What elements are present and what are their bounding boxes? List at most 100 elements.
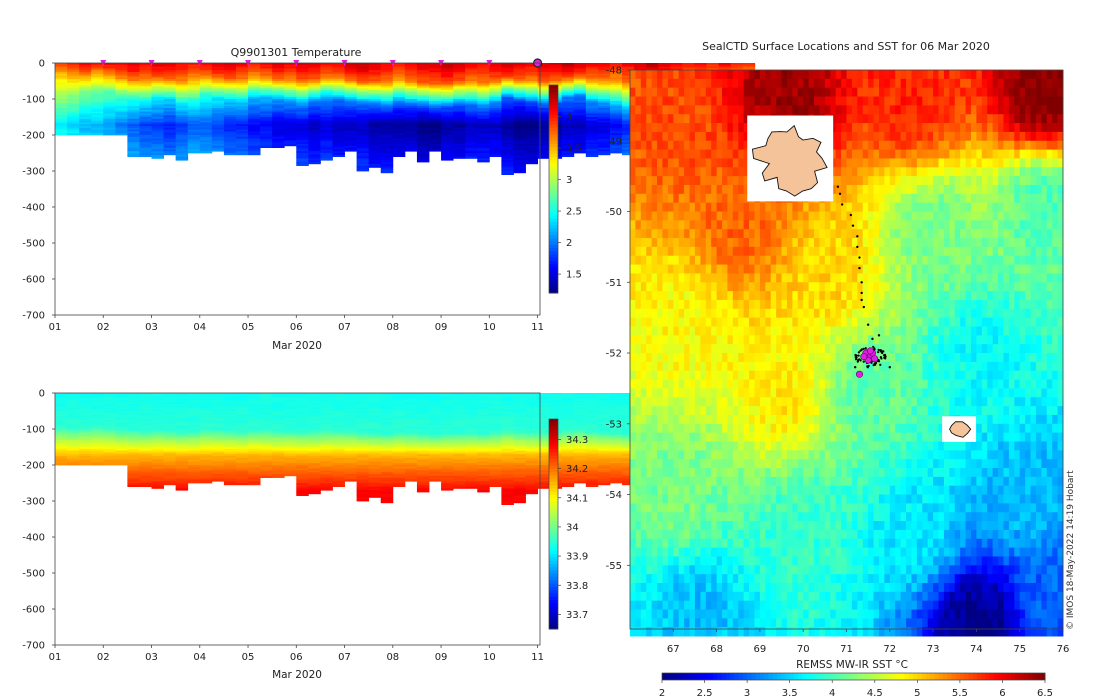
salinity-cell <box>175 452 189 455</box>
temperature-cell <box>103 120 116 123</box>
temperature-colorbar-swatch <box>549 189 558 193</box>
salinity-cell <box>199 414 213 417</box>
temperature-cell <box>392 154 406 157</box>
salinity-cell <box>175 423 189 426</box>
salinity-cell <box>404 425 418 428</box>
temperature-colorbar-swatch <box>549 192 558 196</box>
salinity-cell <box>139 403 152 406</box>
temperature-cell <box>211 111 225 114</box>
temperature-cell <box>175 68 189 71</box>
salinity-cell <box>127 425 140 428</box>
salinity-cell <box>284 463 297 466</box>
temperature-cell <box>477 66 490 69</box>
temperature-cell <box>199 149 213 152</box>
temperature-colorbar-swatch <box>549 85 558 89</box>
salinity-cell <box>235 472 249 475</box>
temperature-cell <box>609 95 623 98</box>
salinity-cell <box>248 411 261 414</box>
salinity-cell <box>416 425 430 428</box>
temperature-cell <box>573 63 587 66</box>
salinity-cell <box>356 439 370 442</box>
temperature-cell <box>211 144 225 147</box>
temperature-cell <box>151 111 164 114</box>
temperature-cell <box>308 111 321 114</box>
salinity-cell <box>163 463 177 466</box>
temperature-colorbar-swatch <box>549 91 558 96</box>
salinity-cell <box>392 430 406 433</box>
temperature-cell <box>151 109 164 112</box>
temperature-cell <box>332 91 345 94</box>
temperature-cell <box>248 97 261 100</box>
salinity-cell <box>55 441 68 444</box>
salinity-cell <box>115 405 128 408</box>
salinity-cell <box>272 443 285 446</box>
salinity-cell <box>235 403 249 406</box>
temperature-cell <box>489 93 502 96</box>
salinity-cell <box>344 429 358 432</box>
salinity-cell <box>139 405 152 408</box>
salinity-cell <box>416 423 430 426</box>
temperature-cell <box>284 140 297 143</box>
temperature-cell <box>597 81 611 84</box>
temperature-cell <box>368 118 382 121</box>
temperature-cell <box>272 88 285 91</box>
salinity-cell <box>211 465 225 468</box>
temperature-cell <box>55 120 68 123</box>
salinity-cell <box>272 432 285 435</box>
salinity-cell <box>127 403 140 406</box>
temperature-cell <box>489 104 502 107</box>
salinity-cell <box>248 409 261 412</box>
temperature-cell <box>537 68 551 71</box>
temperature-cell <box>561 118 575 121</box>
temperature-cell <box>284 95 297 98</box>
salinity-cell <box>356 477 370 480</box>
temperature-cell <box>332 154 345 157</box>
salinity-cell <box>199 429 213 432</box>
salinity-cell <box>67 429 80 432</box>
temperature-cell <box>622 102 635 105</box>
salinity-cell <box>163 450 177 453</box>
temperature-cell <box>489 108 502 111</box>
temperature-cell <box>477 99 490 102</box>
temperature-cell <box>260 104 273 107</box>
temperature-cell <box>67 72 80 75</box>
salinity-cell <box>272 459 285 462</box>
salinity-cell <box>67 420 80 423</box>
temperature-cell <box>585 149 599 152</box>
salinity-cell <box>175 429 189 432</box>
temperature-cell <box>296 120 309 123</box>
salinity-cell <box>163 472 177 475</box>
salinity-cell <box>248 396 261 399</box>
salinity-cell <box>223 411 237 414</box>
salinity-cell <box>223 465 237 468</box>
temperature-cell <box>308 81 321 84</box>
temperature-cell <box>404 97 418 100</box>
temperature-cell <box>525 106 538 109</box>
temperature-cell <box>573 64 587 67</box>
temperature-cell <box>537 79 551 82</box>
temperature-cell <box>139 100 152 103</box>
temperature-cell <box>368 158 382 161</box>
salinity-cell <box>392 394 406 397</box>
temperature-cell <box>211 88 225 91</box>
temperature-cell <box>223 79 237 82</box>
salinity-cell <box>248 454 261 457</box>
temperature-cell <box>682 64 695 67</box>
salinity-cell <box>296 456 309 459</box>
salinity-cell <box>67 423 80 426</box>
temperature-cell <box>549 66 563 69</box>
temperature-cell <box>525 102 538 105</box>
salinity-cell <box>55 396 68 399</box>
salinity-cell <box>175 488 189 491</box>
salinity-cell <box>284 423 297 426</box>
temperature-cell <box>573 136 587 139</box>
salinity-cell <box>260 398 273 401</box>
temperature-cell <box>585 117 599 120</box>
temperature-cell <box>67 111 80 114</box>
salinity-cell <box>175 394 189 397</box>
temperature-cell <box>151 97 164 100</box>
temperature-cell <box>139 149 152 152</box>
salinity-cell <box>79 427 92 430</box>
salinity-cell <box>211 414 225 417</box>
temperature-cell <box>344 88 358 91</box>
